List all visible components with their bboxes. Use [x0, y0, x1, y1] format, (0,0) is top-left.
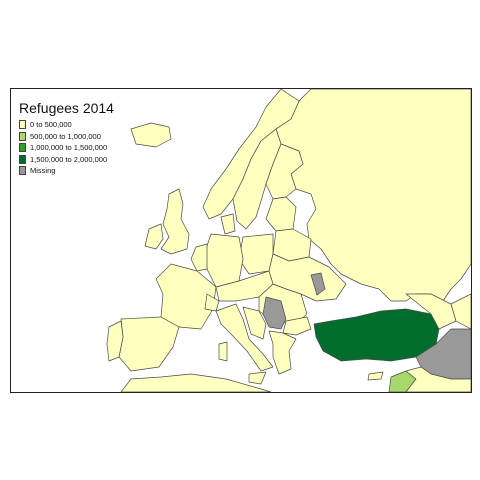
country-greece: [268, 330, 297, 375]
legend-swatch: [19, 143, 26, 153]
country-portugal: [106, 320, 124, 362]
country-italy: [215, 303, 274, 372]
legend-swatch: [19, 131, 26, 141]
legend-label: 0 to 500,000: [30, 120, 72, 130]
country-iran: [450, 293, 471, 330]
legend-swatch: [19, 120, 26, 130]
country-levant: [405, 366, 471, 392]
country-germany: [205, 233, 244, 288]
country-cyprus: [367, 371, 384, 381]
country-denmark: [220, 213, 236, 235]
legend-label: 1,000,000 to 1,500,000: [30, 143, 108, 153]
legend-title: Refugees 2014: [19, 100, 114, 116]
legend-label: 1,500,000 to 2,000,000: [30, 154, 108, 164]
legend-item: 0 to 500,000: [19, 119, 114, 131]
legend-item: Missing: [19, 165, 114, 177]
country-iceland: [130, 122, 172, 148]
country-north-africa: [120, 373, 272, 392]
country-norway: [202, 89, 300, 220]
map-legend: Refugees 2014 0 to 500,000 500,000 to 1,…: [19, 100, 114, 177]
country-sicily: [248, 371, 267, 385]
country-baltics: [265, 196, 297, 232]
country-balkans-west: [242, 306, 267, 340]
legend-swatch: [19, 166, 26, 176]
legend-label: Missing: [30, 166, 56, 176]
country-serbia-kosovo: [262, 296, 287, 330]
legend-item: 1,500,000 to 2,000,000: [19, 154, 114, 166]
country-benelux: [190, 243, 208, 272]
country-bulgaria: [282, 316, 312, 336]
country-turkey: [313, 308, 440, 362]
map-panel: [10, 88, 472, 393]
country-sardinia: [218, 341, 228, 362]
country-ireland: [144, 223, 164, 250]
europe-choropleth-map: [106, 89, 471, 392]
country-finland: [265, 143, 304, 200]
country-switzerland: [204, 293, 220, 312]
legend-item: 500,000 to 1,000,000: [19, 131, 114, 143]
legend-swatch: [19, 154, 26, 164]
country-spain: [118, 316, 180, 372]
country-moldova: [310, 272, 326, 296]
country-france: [155, 263, 217, 330]
legend-item: 1,000,000 to 1,500,000: [19, 142, 114, 154]
country-poland: [238, 233, 274, 275]
country-uk: [160, 188, 190, 255]
legend-label: 500,000 to 1,000,000: [30, 131, 101, 141]
